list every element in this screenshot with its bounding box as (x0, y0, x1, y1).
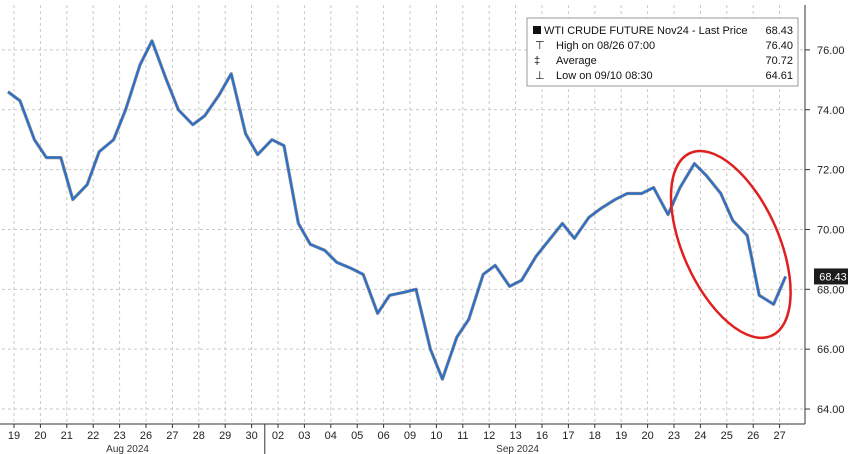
legend-high-icon: ⊤ (535, 40, 545, 52)
legend-swatch (533, 26, 541, 34)
legend-high-label: High on 08/26 07:00 (556, 40, 655, 52)
x-axis: 19 20 21 22 23 26 27 28 29 30 02 03 04 05 06 09 10 11 12 13… (0, 423, 805, 454)
legend-low-value: 64.61 (765, 70, 793, 82)
last-price-tag-label: 68.43 (819, 271, 847, 283)
x-tick-label: 24 (694, 430, 706, 442)
x-tick-label: 25 (721, 430, 733, 442)
x-tick-label: 18 (589, 430, 601, 442)
month-label: Sep 2024 (496, 444, 539, 454)
x-tick-label: 10 (430, 430, 442, 442)
y-axis: 64.00 66.00 68.00 70.00 72.00 74.00 76.00 (804, 5, 845, 424)
x-tick-label: 27 (773, 430, 785, 442)
x-tick-label: 19 (615, 430, 627, 442)
y-tick-label: 68.00 (817, 284, 845, 296)
y-tick-label: 70.00 (817, 224, 845, 236)
x-tick-label: 13 (509, 430, 521, 442)
x-tick-label: 20 (34, 430, 46, 442)
price-line (7, 40, 787, 380)
y-tick-label: 76.00 (817, 45, 845, 57)
y-tick-label: 64.00 (817, 404, 845, 416)
annotation-layer (669, 149, 792, 340)
legend-title-value: 68.43 (765, 25, 793, 37)
legend-title: WTI CRUDE FUTURE Nov24 - Last Price (544, 25, 748, 37)
y-tick-label: 72.00 (817, 165, 845, 177)
series-layer (7, 39, 788, 381)
x-tick-label: 29 (219, 430, 231, 442)
x-tick-label: 23 (668, 430, 680, 442)
x-tick-label: 21 (61, 430, 73, 442)
x-tick-label: 30 (245, 430, 257, 442)
x-tick-label: 04 (325, 430, 337, 442)
x-tick-label: 23 (113, 430, 125, 442)
legend-average-label: Average (556, 55, 597, 67)
legend-low-label: Low on 09/10 08:30 (556, 70, 653, 82)
x-tick-label: 19 (8, 430, 20, 442)
x-tick-label: 05 (351, 430, 363, 442)
legend-low-icon: ⊥ (535, 70, 545, 82)
x-tick-label: 16 (536, 430, 548, 442)
x-tick-label: 17 (562, 430, 574, 442)
highlight-ellipse (669, 149, 792, 340)
y-tick-label: 66.00 (817, 344, 845, 356)
x-tick-label: 11 (457, 430, 468, 442)
x-tick-label: 20 (641, 430, 653, 442)
x-tick-label: 28 (193, 430, 205, 442)
legend-average-icon: ‡ (534, 55, 540, 67)
legend-box (526, 17, 799, 87)
x-tick-label: 12 (483, 430, 495, 442)
legend-average-value: 70.72 (765, 55, 793, 67)
month-label: Aug 2024 (106, 444, 149, 454)
last-price-tag (814, 268, 848, 285)
x-tick-label: 03 (298, 430, 310, 442)
x-tick-label: 26 (747, 430, 759, 442)
x-tick-label: 02 (272, 430, 284, 442)
legend-high-value: 76.40 (765, 40, 793, 52)
y-tick-label: 74.00 (817, 105, 845, 117)
price-line-shadow (7, 39, 788, 381)
x-tick-label: 06 (377, 430, 389, 442)
x-tick-label: 09 (404, 430, 416, 442)
legend: WTI CRUDE FUTURE Nov24 - Last Price 68.4… (526, 17, 799, 87)
last-price-tag-layer: 68.43 (814, 268, 848, 285)
x-tick-label: 22 (87, 430, 99, 442)
x-tick-label: 26 (140, 430, 152, 442)
grid-layer (2, 5, 805, 424)
x-tick-label: 27 (166, 430, 178, 442)
